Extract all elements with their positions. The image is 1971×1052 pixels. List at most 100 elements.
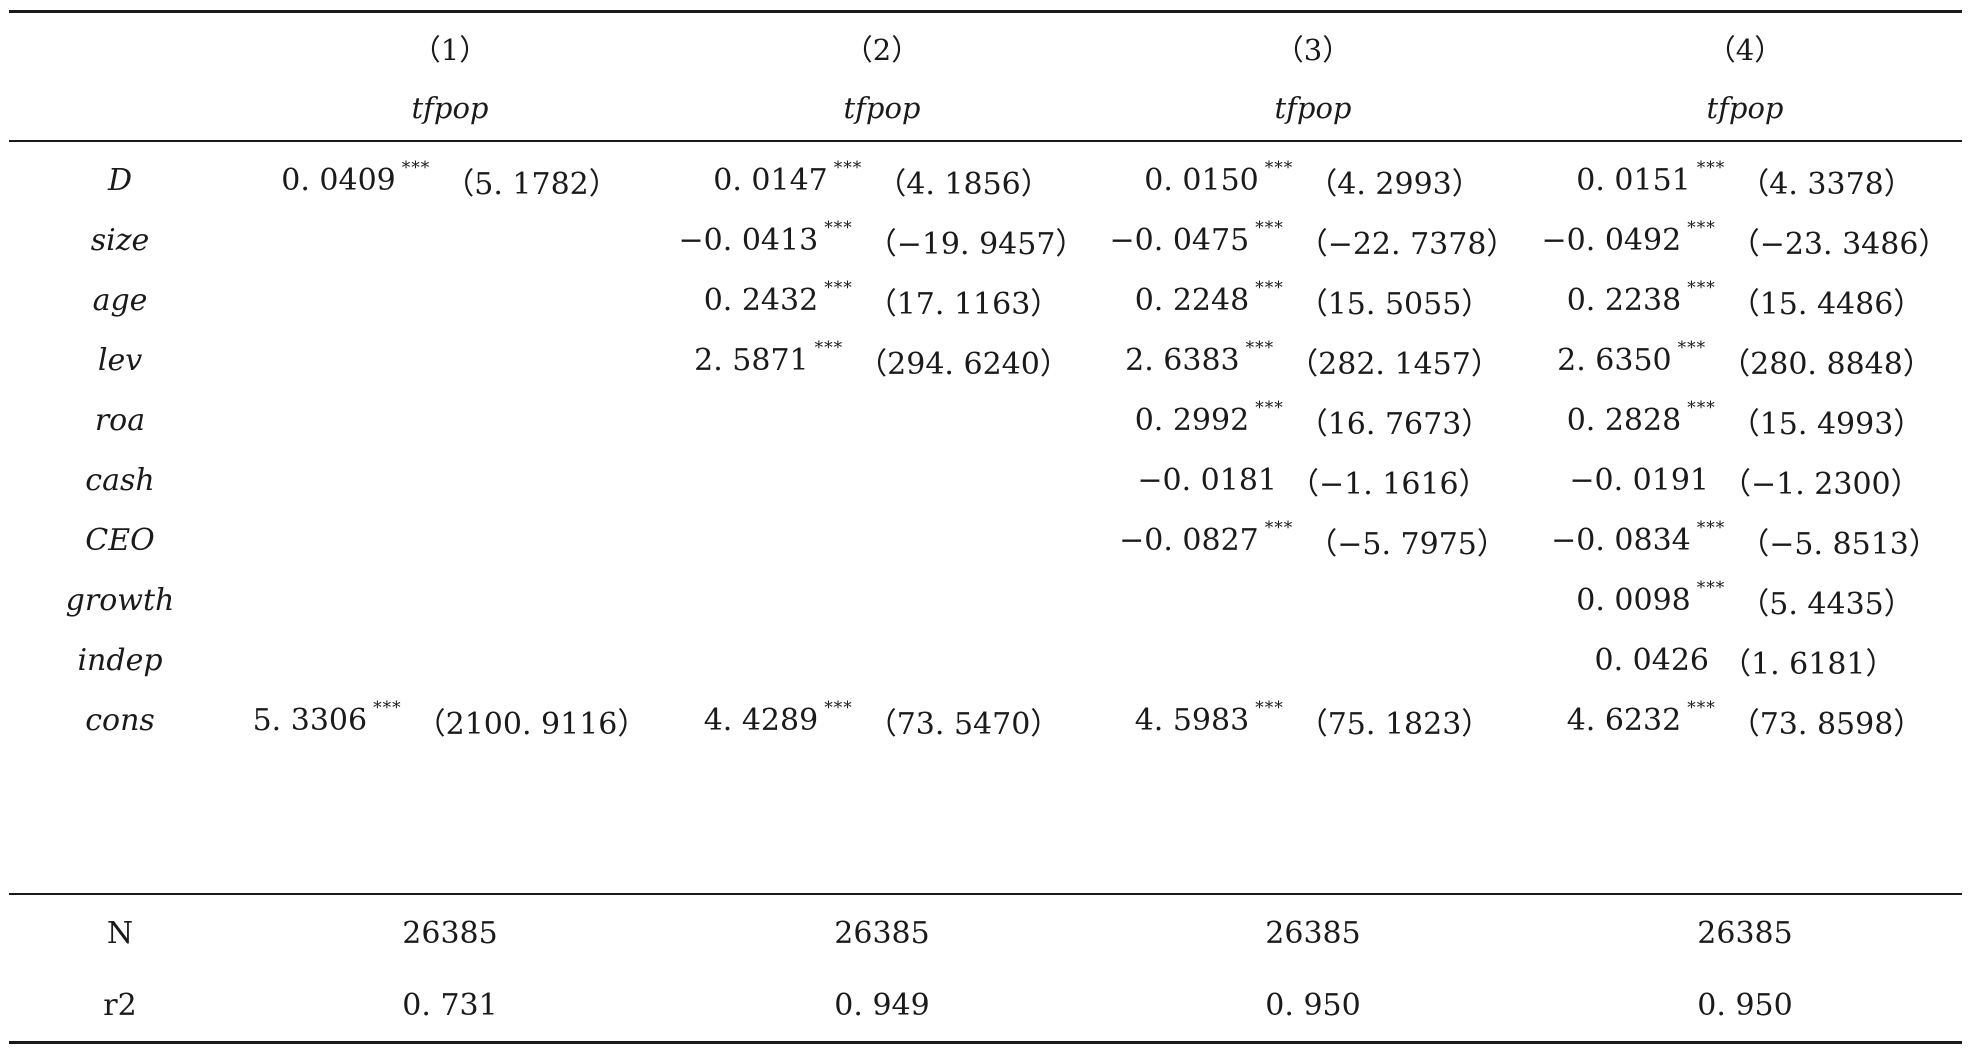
t-statistic: （−22. 7378）: [1297, 226, 1517, 262]
table-row: cash −0. 0181 （−1. 1616） −0. 0191 （−1. 2300）: [0, 443, 1971, 518]
table-row: lev 2. 5871 *** （294. 6240） 2. 6383 *** （282. …: [0, 323, 1971, 398]
coefficient-value: −0. 0827: [1119, 523, 1259, 558]
stats-row: N 26385 26385 26385 26385: [0, 896, 1971, 971]
variable-label: age: [92, 283, 148, 318]
stats-rule: [9, 893, 1962, 895]
significance-stars: ***: [1255, 397, 1284, 418]
coefficient-value: −0. 0191: [1569, 463, 1709, 498]
t-statistic: （4. 3378）: [1739, 166, 1914, 202]
coefficient-cell: 0. 0151 *** （4. 3378）: [1515, 143, 1971, 218]
significance-stars: ***: [1677, 337, 1707, 358]
t-statistic: （4. 2993）: [1307, 166, 1482, 202]
coefficient-value: 5. 3306: [252, 703, 368, 738]
column-number: （1）: [411, 32, 489, 67]
significance-stars: ***: [373, 697, 402, 718]
stat-value: 26385: [1697, 916, 1793, 951]
coefficient-cell: −0. 0492 *** （−23. 3486）: [1515, 203, 1971, 278]
t-statistic: （17. 1163）: [866, 286, 1061, 322]
coefficient-cell: 0. 0150 *** （4. 2993）: [1083, 143, 1543, 218]
stat-value: 0. 950: [1265, 988, 1361, 1023]
header-depvar-row: tfpop tfpop tfpop tfpop: [0, 70, 1971, 145]
significance-stars: ***: [1255, 277, 1284, 298]
coefficient-value: 4. 5983: [1134, 703, 1250, 738]
column-number: （2）: [843, 32, 921, 67]
dependent-variable: tfpop: [843, 90, 921, 125]
coefficient-cell: 0. 2238 *** （15. 4486）: [1515, 263, 1971, 338]
table-row: size −0. 0413 *** （−19. 9457） −0. 0475 *** （−2…: [0, 203, 1971, 278]
coefficient-value: −0. 0475: [1109, 223, 1250, 258]
t-statistic: （294. 6240）: [857, 346, 1070, 382]
t-statistic: （1. 6181）: [1721, 646, 1896, 682]
bottom-rule: [9, 1041, 1962, 1044]
significance-stars: ***: [1687, 697, 1716, 718]
significance-stars: ***: [1687, 217, 1716, 238]
variable-label: lev: [97, 343, 143, 378]
dependent-variable: tfpop: [1274, 90, 1352, 125]
t-statistic: （73. 8598）: [1729, 706, 1924, 742]
t-statistic: （73. 5470）: [866, 706, 1061, 742]
coefficient-cell: −0. 0191 （−1. 2300）: [1515, 443, 1971, 518]
coefficient-cell: 2. 6383 *** （282. 1457）: [1083, 323, 1543, 398]
header-numbers-row: （1） （2） （3） （4）: [0, 10, 1971, 85]
dependent-variable: tfpop: [411, 90, 489, 125]
t-statistic: （15. 5055）: [1297, 286, 1492, 322]
stat-label: N: [106, 916, 134, 951]
coefficient-cell: 4. 4289 *** （73. 5470）: [652, 683, 1112, 758]
t-statistic: （5. 1782）: [444, 166, 619, 202]
significance-stars: ***: [814, 337, 844, 358]
significance-stars: ***: [824, 277, 853, 298]
significance-stars: ***: [833, 157, 863, 178]
coefficient-value: 0. 0426: [1594, 643, 1709, 678]
t-statistic: （−1. 1616）: [1289, 466, 1489, 502]
coefficient-cell: 0. 0426 （1. 6181）: [1515, 623, 1971, 698]
coefficient-cell: 0. 0409 *** （5. 1782）: [220, 143, 680, 218]
stat-value: 26385: [402, 916, 498, 951]
t-statistic: （16. 7673）: [1297, 406, 1492, 442]
t-statistic: （−19. 9457）: [866, 226, 1086, 262]
variable-label: CEO: [85, 523, 155, 558]
table-row: D 0. 0409 *** （5. 1782） 0. 0147 *** （4. 1856） 0…: [0, 143, 1971, 218]
coefficient-value: 0. 0150: [1144, 163, 1259, 198]
coefficient-cell: 2. 6350 *** （280. 8848）: [1515, 323, 1971, 398]
top-rule: [9, 10, 1962, 13]
coefficient-cell: −0. 0475 *** （−22. 7378）: [1083, 203, 1543, 278]
stats-row: r2 0. 731 0. 949 0. 950 0. 950: [0, 968, 1971, 1043]
t-statistic: （4. 1856）: [876, 166, 1051, 202]
stat-value: 0. 731: [402, 988, 498, 1023]
significance-stars: ***: [1264, 517, 1294, 538]
stat-value: 0. 950: [1697, 988, 1793, 1023]
dependent-variable: tfpop: [1706, 90, 1784, 125]
variable-label: growth: [65, 583, 175, 618]
coefficient-value: 0. 2248: [1134, 283, 1250, 318]
t-statistic: （282. 1457）: [1288, 346, 1501, 382]
stat-value: 26385: [834, 916, 930, 951]
t-statistic: （−5. 7975）: [1307, 526, 1507, 562]
t-statistic: （15. 4993）: [1729, 406, 1924, 442]
coefficient-value: 0. 0147: [713, 163, 828, 198]
coefficient-value: 4. 6232: [1566, 703, 1682, 738]
t-statistic: （2100. 9116）: [415, 706, 648, 742]
coefficient-cell: 5. 3306 *** （2100. 9116）: [220, 683, 680, 758]
significance-stars: ***: [1255, 217, 1284, 238]
significance-stars: ***: [824, 217, 853, 238]
coefficient-value: 0. 0409: [281, 163, 396, 198]
significance-stars: ***: [1696, 517, 1726, 538]
coefficient-value: 0. 2238: [1566, 283, 1682, 318]
t-statistic: （−1. 2300）: [1721, 466, 1921, 502]
coefficient-value: −0. 0181: [1137, 463, 1277, 498]
coefficient-cell: −0. 0181 （−1. 1616）: [1083, 443, 1543, 518]
variable-label: cons: [85, 703, 155, 738]
coefficient-cell: −0. 0834 *** （−5. 8513）: [1515, 503, 1971, 578]
significance-stars: ***: [1687, 277, 1716, 298]
coefficient-value: 2. 5871: [694, 343, 809, 378]
stat-value: 0. 949: [834, 988, 930, 1023]
coefficient-value: −0. 0834: [1551, 523, 1691, 558]
variable-label: indep: [77, 643, 163, 678]
stat-label: r2: [103, 988, 137, 1023]
table-row: roa 0. 2992 *** （16. 7673） 0. 2828 *** （15. 49…: [0, 383, 1971, 458]
variable-label: D: [107, 163, 133, 198]
variable-label: size: [90, 223, 150, 258]
coefficient-value: 0. 2432: [703, 283, 819, 318]
column-number: （3）: [1274, 32, 1352, 67]
coefficient-cell: 0. 2828 *** （15. 4993）: [1515, 383, 1971, 458]
